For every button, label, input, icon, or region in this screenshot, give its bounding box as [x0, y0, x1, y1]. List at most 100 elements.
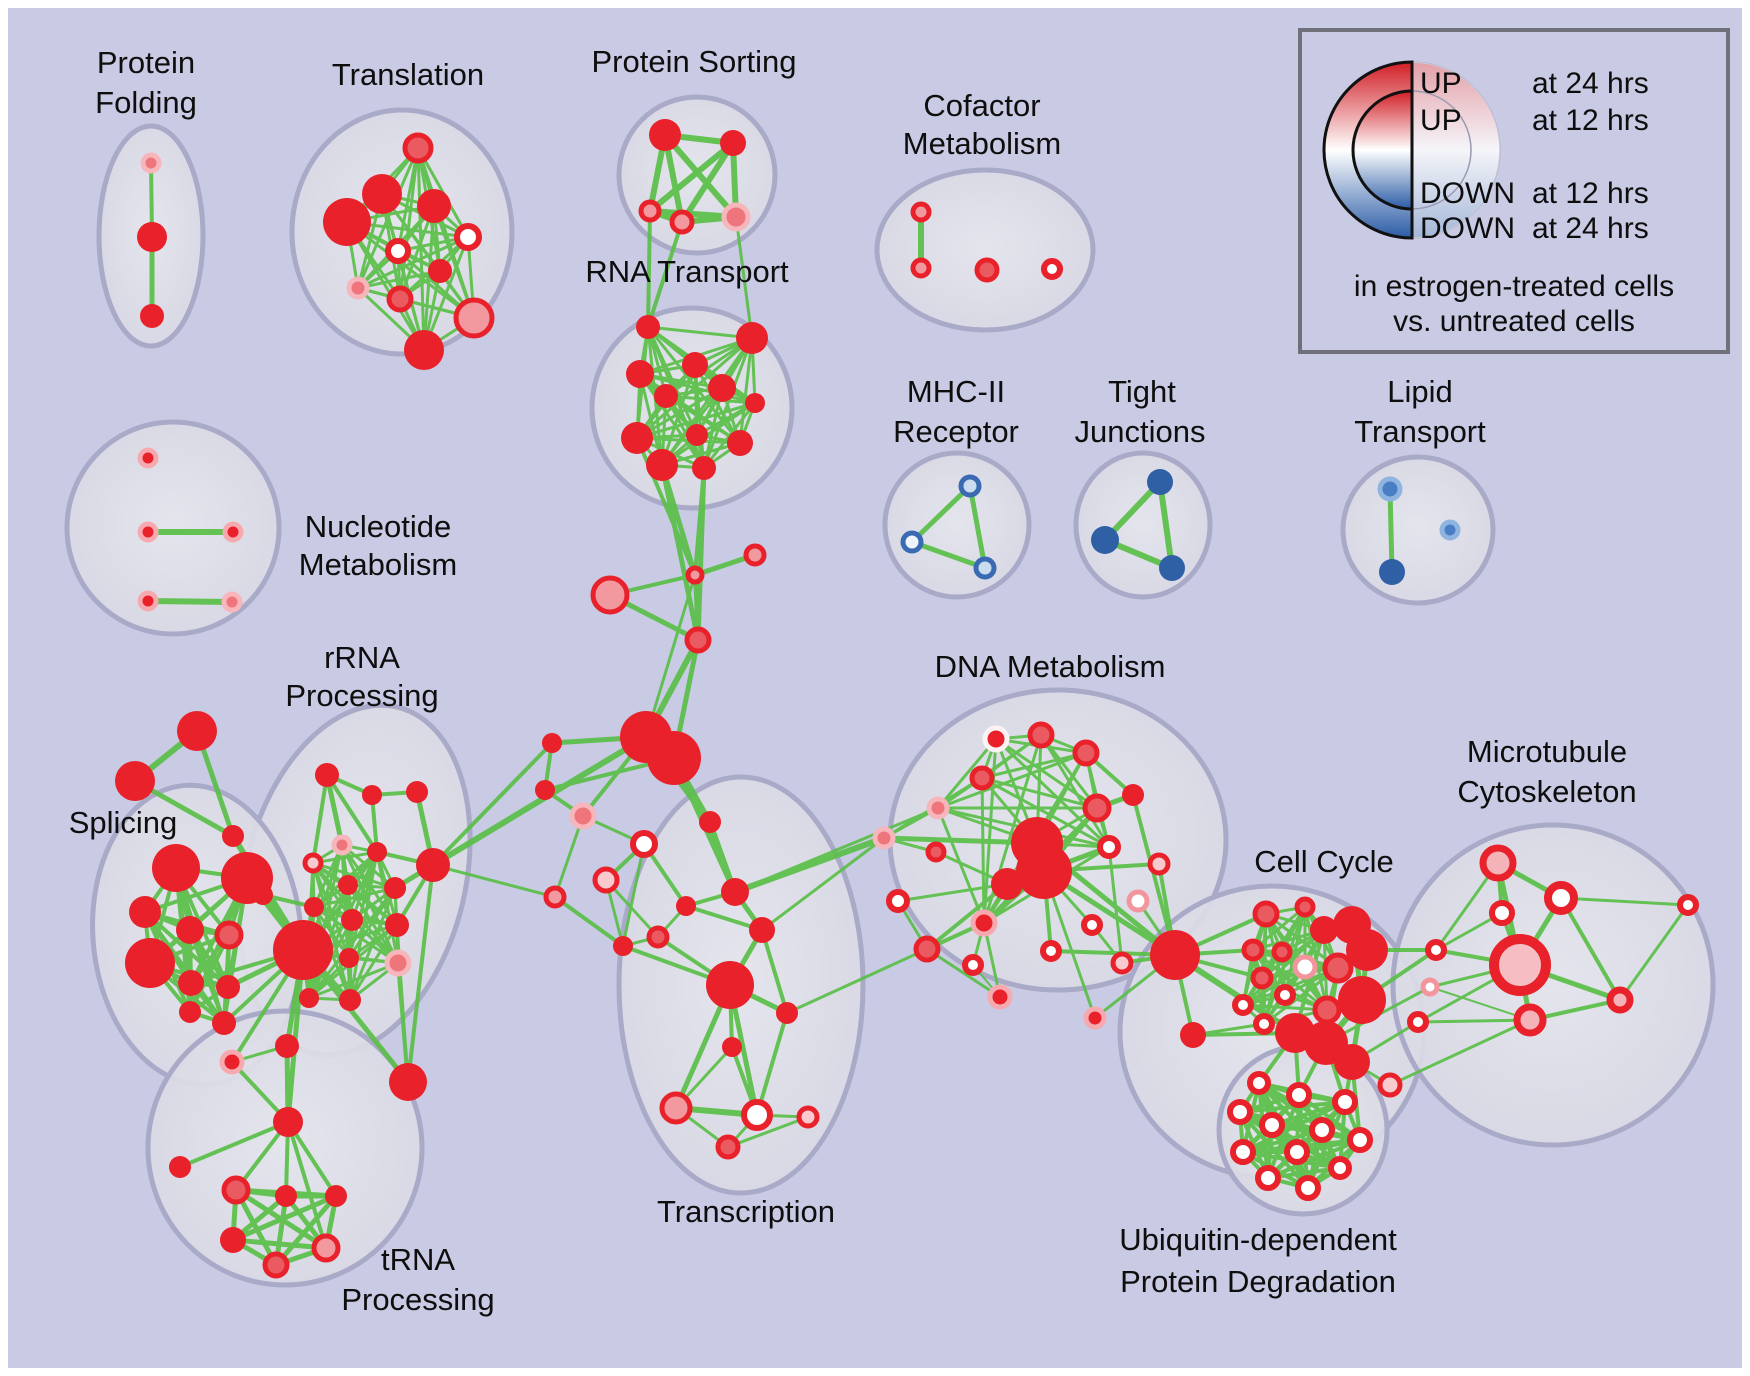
node-d14	[991, 868, 1023, 900]
node-r8	[338, 875, 358, 895]
edge	[1559, 896, 1690, 907]
node-t1	[402, 132, 434, 164]
node-r4	[331, 834, 353, 856]
edge	[345, 220, 426, 352]
node-nm3	[222, 521, 244, 543]
node-c5	[699, 811, 721, 833]
node-sp3	[221, 852, 273, 904]
cluster-label-nucleotide-metabolism: Metabolism	[299, 547, 458, 582]
node-mt10	[1677, 894, 1699, 916]
node-pf1	[140, 152, 162, 174]
cluster-label-microtubule-cytoskeleton: Microtubule	[1467, 734, 1627, 769]
node-nm2	[137, 521, 159, 543]
edge	[311, 861, 397, 890]
cluster-ellipse-microtubule-cytoskeleton	[1390, 822, 1716, 1148]
node-m3	[973, 556, 997, 580]
edge	[646, 325, 754, 340]
node-r5	[302, 852, 324, 874]
node-t11	[404, 330, 444, 370]
node-mt5	[1489, 934, 1551, 996]
node-ps4	[669, 209, 695, 235]
edge	[734, 215, 754, 340]
node-tj3	[1159, 555, 1185, 581]
node-d21	[962, 954, 984, 976]
cluster-label-protein-folding: Folding	[95, 85, 197, 120]
edge	[726, 1115, 810, 1149]
node-ccr2	[1420, 977, 1440, 997]
node-d7	[1082, 793, 1112, 823]
legend-row-time: at 12 hrs	[1532, 104, 1649, 137]
node-tr8	[659, 1091, 693, 1125]
node-tr2	[646, 925, 670, 949]
edge	[1039, 733, 1111, 849]
edge	[659, 462, 701, 643]
cluster-label-trna-processing: tRNA	[381, 1242, 455, 1277]
edge	[785, 947, 929, 1015]
node-tn4	[220, 1227, 246, 1253]
cluster-label-transcription: Transcription	[657, 1194, 835, 1229]
edge	[145, 598, 235, 605]
node-m1	[958, 474, 982, 498]
node-c4	[543, 885, 567, 909]
node-tr3	[613, 936, 633, 956]
node-tr5	[706, 961, 754, 1009]
node-t7	[428, 259, 452, 283]
legend-row-label: DOWN	[1420, 177, 1515, 210]
cluster-label-tight-junctions: Junctions	[1075, 414, 1206, 449]
node-u12	[1295, 1175, 1321, 1201]
network-nodes	[115, 119, 1699, 1279]
cluster-label-translation: Translation	[332, 57, 484, 92]
node-d3	[1072, 739, 1100, 767]
node-mt3	[1489, 900, 1515, 926]
node-tnm1	[219, 1049, 245, 1075]
node-r14	[339, 948, 359, 968]
node-mt8	[1513, 1003, 1547, 1037]
legend-row-time: at 24 hrs	[1532, 67, 1649, 100]
cluster-ellipse-lipid-transport	[1340, 454, 1496, 606]
node-pf2	[137, 222, 167, 252]
edge	[286, 1120, 328, 1250]
cluster-label-splicing: Splicing	[69, 805, 178, 840]
node-t9	[386, 285, 414, 313]
cluster-ellipse-tight-junctions	[1073, 450, 1213, 600]
node-cc19	[1377, 1072, 1403, 1098]
node-mt7	[1606, 986, 1634, 1014]
edge	[178, 1120, 290, 1169]
edge	[733, 806, 940, 894]
node-tr11	[715, 1134, 741, 1160]
node-tr6	[776, 1002, 798, 1024]
node-sp7	[125, 938, 175, 988]
node-r6	[367, 842, 387, 862]
node-u2	[1286, 1082, 1312, 1108]
edge	[738, 336, 754, 445]
node-u6	[1309, 1117, 1335, 1143]
edge	[348, 923, 399, 1002]
edge	[647, 140, 736, 214]
node-sp9	[216, 975, 240, 999]
node-r15	[384, 949, 412, 977]
edge	[431, 863, 557, 899]
node-c1	[542, 733, 562, 753]
node-rt11	[646, 449, 678, 481]
node-t4	[417, 189, 451, 223]
node-pf3	[140, 304, 164, 328]
cluster-label-cofactor-metabolism: Cofactor	[923, 88, 1040, 123]
edge	[646, 220, 684, 329]
edge	[684, 904, 764, 932]
node-tn2	[275, 1185, 297, 1207]
node-r3	[406, 781, 428, 803]
edge	[755, 1011, 789, 1117]
node-cclow	[1180, 1022, 1206, 1048]
cluster-label-nucleotide-metabolism: Nucleotide	[305, 509, 451, 544]
node-rt1	[636, 315, 660, 339]
cluster-label-rrna-processing: Processing	[285, 678, 438, 713]
node-u7	[1347, 1127, 1373, 1153]
edge	[936, 806, 986, 925]
node-t5	[454, 223, 482, 251]
node-cc14	[1232, 994, 1254, 1016]
node-c2	[535, 780, 555, 800]
edge	[307, 961, 400, 1000]
edge	[936, 737, 998, 810]
node-c3	[569, 802, 597, 830]
node-r11	[341, 909, 363, 931]
